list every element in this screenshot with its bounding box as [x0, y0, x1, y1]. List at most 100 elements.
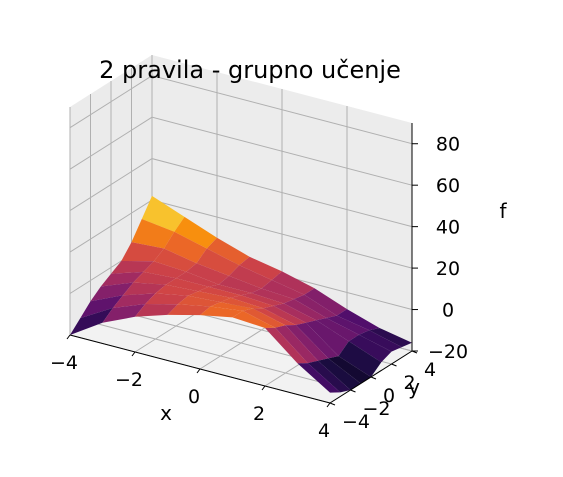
- surface-cell: [348, 334, 392, 363]
- surface-cell: [70, 308, 113, 335]
- surface-cells: [70, 195, 412, 393]
- surface-cell: [167, 304, 211, 316]
- surface-cell: [123, 282, 166, 296]
- surface-cell: [196, 248, 240, 276]
- surface-cell: [131, 219, 175, 249]
- surface-cell: [283, 299, 327, 321]
- surface-cell: [143, 261, 187, 279]
- surface-cell: [369, 328, 412, 348]
- surface-cell: [145, 293, 188, 305]
- x-tick-mark: [131, 351, 136, 357]
- z-axis-label: f: [499, 199, 507, 223]
- z-tick-label: 20: [436, 258, 460, 280]
- x-tick-mark: [196, 368, 201, 374]
- y-tick-label: −4: [342, 411, 370, 433]
- surface-cell: [220, 297, 264, 309]
- surface-cell: [111, 261, 154, 274]
- z-tick-label: 60: [436, 175, 460, 197]
- surface-cell: [200, 306, 243, 318]
- x-tick-label: 4: [318, 420, 330, 442]
- surface-cell: [100, 271, 144, 287]
- axis-lines: [66, 123, 418, 408]
- surface-cell: [316, 318, 359, 342]
- surface-cell: [328, 356, 371, 384]
- surface-cell: [359, 330, 402, 352]
- surface-cell: [263, 305, 306, 325]
- surface-cell: [90, 282, 134, 302]
- surface-cell: [218, 275, 262, 293]
- x-tick-label: 0: [188, 386, 200, 408]
- surface-cell: [326, 315, 370, 335]
- surface-cell: [188, 291, 231, 303]
- surface-cell: [141, 195, 185, 232]
- surface-cell: [318, 358, 361, 390]
- y-tick-mark: [329, 402, 336, 406]
- surface-cell: [261, 280, 305, 300]
- x-tick-label: −2: [115, 369, 143, 391]
- surface-cell: [251, 288, 294, 304]
- z-tick-label: 40: [436, 217, 460, 239]
- surface-cell: [241, 293, 284, 306]
- y-axis-label: y: [408, 375, 420, 399]
- z-grid-line: [69, 158, 413, 228]
- surface-cell: [253, 308, 296, 326]
- surface-cell: [242, 308, 286, 328]
- z-tick-label: 80: [436, 134, 460, 156]
- surface-cell: [271, 271, 315, 295]
- surface-cell: [307, 360, 351, 393]
- surface-cell: [176, 271, 219, 287]
- surface-cell: [112, 293, 156, 308]
- z-tick-label: −20: [428, 341, 468, 363]
- surface-cell: [232, 310, 276, 328]
- surface-cell: [336, 309, 380, 331]
- x-tick-mark: [261, 385, 266, 391]
- x-tick-mark: [66, 334, 71, 340]
- surface-cell: [174, 216, 217, 249]
- surface-cell: [294, 294, 337, 318]
- surface-cell: [275, 325, 318, 364]
- surface-cell: [155, 284, 199, 296]
- surface-cell: [230, 295, 274, 309]
- z-tick-label: 0: [442, 300, 454, 322]
- surface-cell: [164, 231, 207, 264]
- y-tick-label: 4: [424, 359, 436, 381]
- surface-cell: [198, 286, 241, 298]
- surface-cell: [80, 295, 123, 319]
- y-tick-mark: [391, 363, 397, 367]
- surface-cell: [297, 363, 341, 393]
- surface-cell: [306, 320, 349, 357]
- surface-cell: [229, 265, 272, 289]
- surface-cell: [273, 303, 317, 323]
- surface-cell: [295, 322, 339, 359]
- surface-cell: [153, 248, 197, 272]
- z-grid-line: [69, 116, 413, 186]
- surface-cell: [186, 263, 229, 285]
- surface-cell: [135, 304, 178, 317]
- surface-cell: [265, 327, 308, 364]
- y-tick-mark: [350, 389, 356, 393]
- chart-title: 2 pravila - grupno učenje: [99, 56, 401, 84]
- surface-cell: [239, 256, 282, 280]
- surface-cell: [210, 302, 253, 311]
- x-tick-label: −4: [50, 352, 78, 374]
- surface-cell: [338, 341, 382, 377]
- y-tick-label: −2: [363, 398, 391, 420]
- surface-cell: [285, 325, 329, 361]
- z-grid-line: [69, 75, 413, 145]
- x-tick-mark: [326, 402, 331, 408]
- surface-cell: [206, 237, 250, 266]
- surface-cell: [133, 271, 176, 285]
- surface-cell: [165, 278, 209, 292]
- surface-cell: [121, 242, 164, 262]
- surface-cell: [304, 288, 347, 316]
- y-tick-mark: [370, 376, 377, 380]
- x-tick-label: 2: [253, 403, 265, 425]
- surface-cell: [102, 304, 146, 323]
- x-axis-label: x: [160, 401, 172, 425]
- surface-cell: [208, 284, 252, 296]
- surface-cell: [177, 295, 221, 307]
- y-tick-label: 0: [383, 385, 395, 407]
- y-tick-label: 2: [404, 372, 416, 394]
